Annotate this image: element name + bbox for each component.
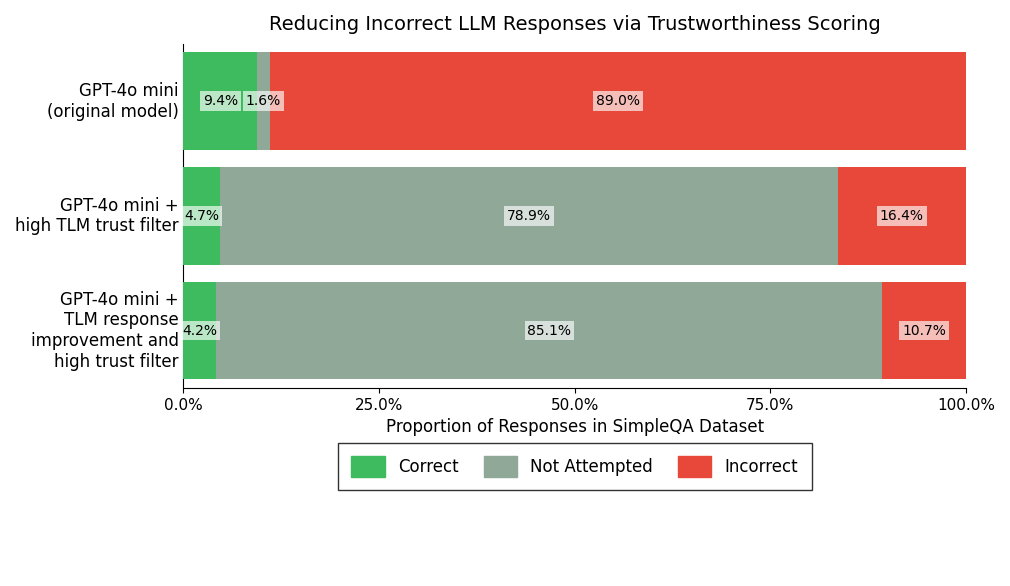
Title: Reducing Incorrect LLM Responses via Trustworthiness Scoring: Reducing Incorrect LLM Responses via Tru… bbox=[269, 15, 881, 34]
X-axis label: Proportion of Responses in SimpleQA Dataset: Proportion of Responses in SimpleQA Data… bbox=[386, 418, 764, 437]
Text: 89.0%: 89.0% bbox=[596, 94, 639, 108]
Text: 1.6%: 1.6% bbox=[245, 94, 281, 108]
Legend: Correct, Not Attempted, Incorrect: Correct, Not Attempted, Incorrect bbox=[338, 443, 812, 490]
Text: 85.1%: 85.1% bbox=[527, 323, 572, 338]
Text: 16.4%: 16.4% bbox=[880, 209, 924, 223]
Bar bbox=[216, 282, 883, 380]
Text: 4.7%: 4.7% bbox=[185, 209, 219, 223]
Bar bbox=[184, 282, 216, 380]
Bar bbox=[184, 53, 257, 150]
Text: 4.2%: 4.2% bbox=[183, 323, 217, 338]
Text: 9.4%: 9.4% bbox=[203, 94, 237, 108]
Bar bbox=[837, 167, 966, 265]
Bar bbox=[220, 167, 837, 265]
Bar bbox=[257, 53, 270, 150]
Bar bbox=[184, 167, 220, 265]
Text: 78.9%: 78.9% bbox=[507, 209, 551, 223]
Bar bbox=[883, 282, 966, 380]
Bar bbox=[270, 53, 966, 150]
Text: 10.7%: 10.7% bbox=[902, 323, 946, 338]
